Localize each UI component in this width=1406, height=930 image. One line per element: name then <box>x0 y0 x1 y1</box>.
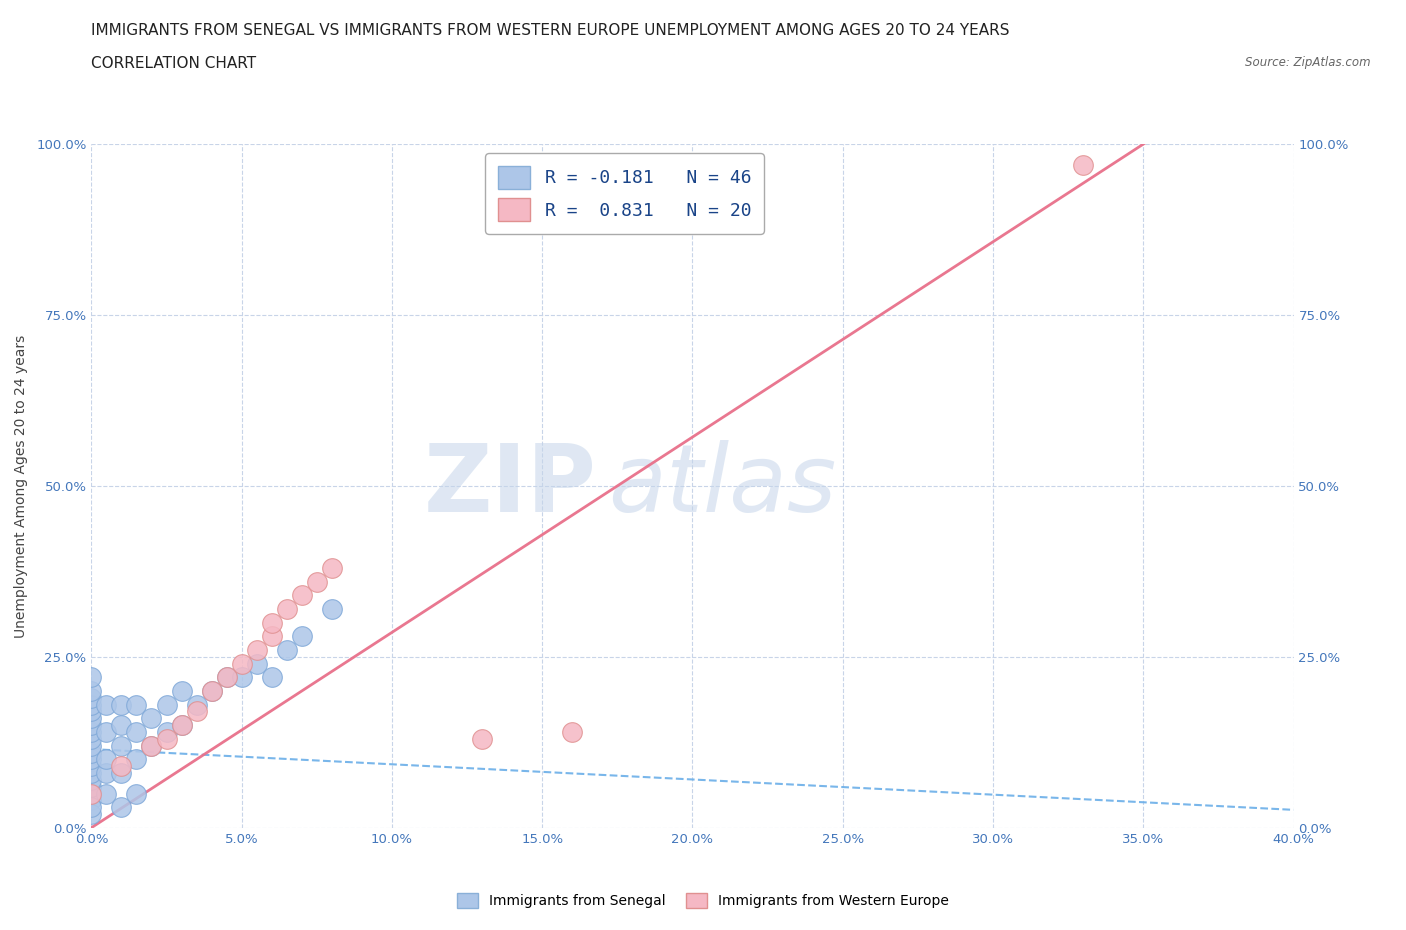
Point <box>170 684 193 698</box>
Point <box>125 786 148 801</box>
Point <box>141 738 163 753</box>
Point <box>96 765 118 780</box>
Point <box>155 731 177 746</box>
Point <box>186 704 208 719</box>
Point <box>125 698 148 712</box>
Point <box>80 786 103 801</box>
Point <box>215 670 238 684</box>
Point <box>110 800 132 815</box>
Point <box>96 724 118 739</box>
Point <box>80 759 103 774</box>
Point <box>96 786 118 801</box>
Point <box>186 698 208 712</box>
Point <box>141 711 163 725</box>
Point <box>80 745 103 760</box>
Point <box>170 718 193 733</box>
Point <box>141 738 163 753</box>
Text: IMMIGRANTS FROM SENEGAL VS IMMIGRANTS FROM WESTERN EUROPE UNEMPLOYMENT AMONG AGE: IMMIGRANTS FROM SENEGAL VS IMMIGRANTS FR… <box>91 23 1010 38</box>
Point <box>321 602 343 617</box>
Point <box>80 786 103 801</box>
Text: atlas: atlas <box>609 441 837 531</box>
Point <box>305 574 328 589</box>
Point <box>96 698 118 712</box>
Point <box>321 561 343 576</box>
Point <box>96 751 118 766</box>
Point <box>80 704 103 719</box>
Text: CORRELATION CHART: CORRELATION CHART <box>91 56 256 71</box>
Point <box>125 724 148 739</box>
Point <box>110 759 132 774</box>
Point <box>291 588 314 603</box>
Point <box>231 657 253 671</box>
Point <box>276 643 298 658</box>
Point <box>80 724 103 739</box>
Point <box>110 718 132 733</box>
Point <box>155 698 177 712</box>
Point <box>80 806 103 821</box>
Legend: R = -0.181   N = 46, R =  0.831   N = 20: R = -0.181 N = 46, R = 0.831 N = 20 <box>485 153 763 233</box>
Point <box>260 629 283 644</box>
Point <box>80 698 103 712</box>
Legend: Immigrants from Senegal, Immigrants from Western Europe: Immigrants from Senegal, Immigrants from… <box>451 888 955 914</box>
Point <box>80 779 103 794</box>
Point <box>561 724 583 739</box>
Point <box>80 751 103 766</box>
Point <box>291 629 314 644</box>
Point <box>1071 157 1094 172</box>
Point <box>170 718 193 733</box>
Text: ZIP: ZIP <box>423 440 596 532</box>
Point <box>80 800 103 815</box>
Point <box>80 684 103 698</box>
Point <box>110 738 132 753</box>
Point <box>276 602 298 617</box>
Point <box>201 684 224 698</box>
Point <box>215 670 238 684</box>
Point <box>260 616 283 631</box>
Point <box>471 731 494 746</box>
Point <box>80 690 103 705</box>
Point <box>155 724 177 739</box>
Point <box>260 670 283 684</box>
Y-axis label: Unemployment Among Ages 20 to 24 years: Unemployment Among Ages 20 to 24 years <box>14 334 28 638</box>
Point <box>80 793 103 808</box>
Text: Source: ZipAtlas.com: Source: ZipAtlas.com <box>1246 56 1371 69</box>
Point <box>110 698 132 712</box>
Point <box>681 192 703 206</box>
Point <box>80 731 103 746</box>
Point <box>80 773 103 788</box>
Point <box>201 684 224 698</box>
Point <box>125 751 148 766</box>
Point <box>231 670 253 684</box>
Point <box>246 643 269 658</box>
Point <box>80 738 103 753</box>
Point <box>80 711 103 725</box>
Point <box>80 718 103 733</box>
Point <box>80 765 103 780</box>
Point <box>110 765 132 780</box>
Point <box>80 670 103 684</box>
Point <box>246 657 269 671</box>
